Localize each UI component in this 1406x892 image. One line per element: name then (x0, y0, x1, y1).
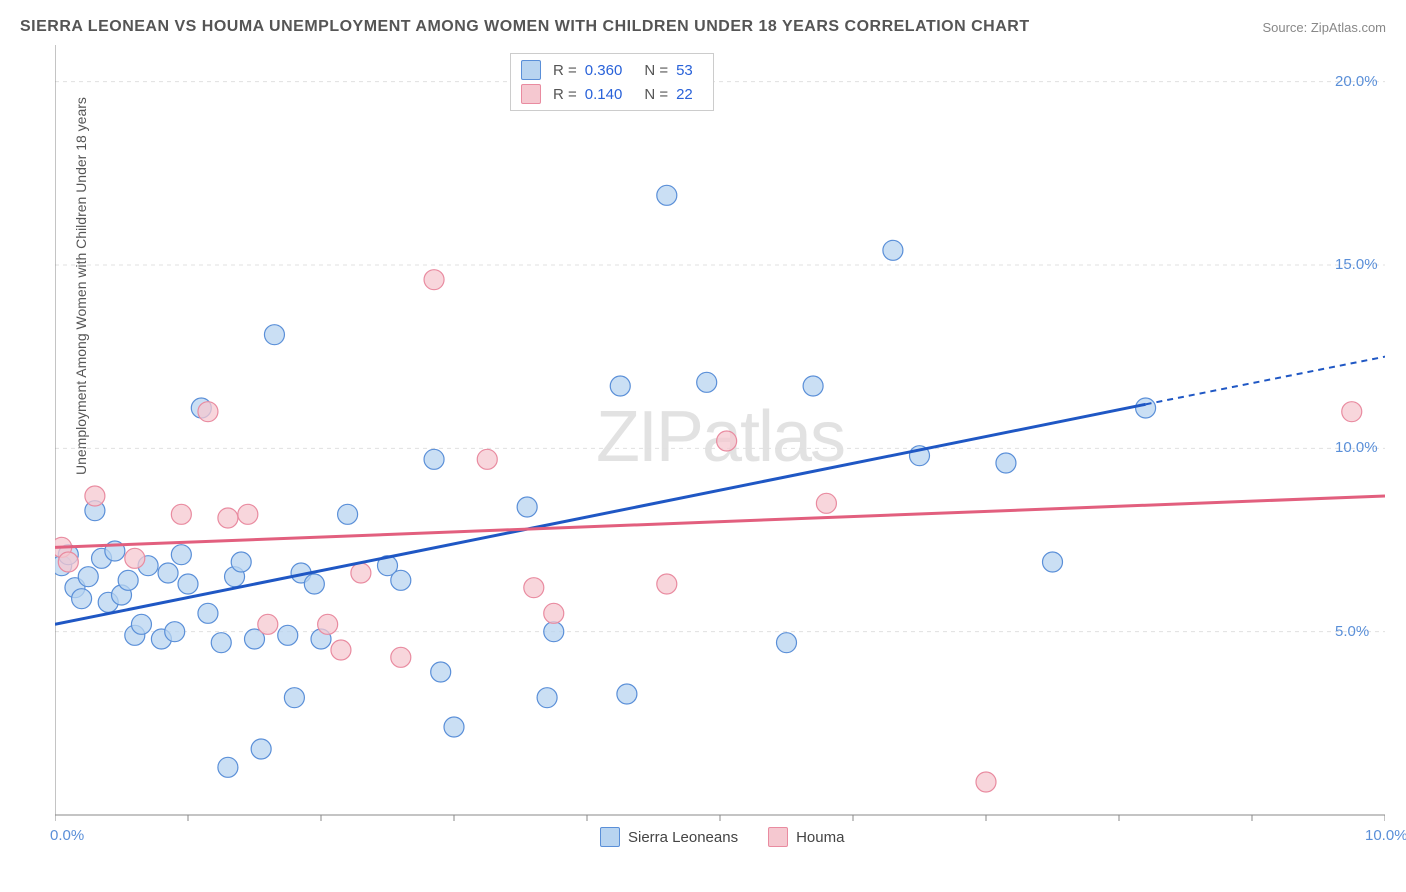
legend-label: Sierra Leoneans (628, 829, 738, 846)
correlation-legend: R = 0.360 N = 53 R = 0.140 N = 22 (510, 53, 714, 111)
y-tick-label: 15.0% (1335, 256, 1378, 273)
source-attribution: Source: ZipAtlas.com (1262, 20, 1386, 35)
legend-item: Sierra Leoneans (600, 827, 738, 847)
x-tick-label: 10.0% (1365, 827, 1406, 844)
legend-row: R = 0.360 N = 53 (521, 58, 703, 82)
y-tick-label: 5.0% (1335, 623, 1369, 640)
legend-swatch (521, 84, 541, 104)
legend-swatch (521, 60, 541, 80)
n-label: N = (644, 86, 668, 103)
legend-swatch (768, 827, 788, 847)
n-label: N = (644, 62, 668, 79)
chart-title: SIERRA LEONEAN VS HOUMA UNEMPLOYMENT AMO… (20, 18, 1030, 36)
r-value: 0.360 (585, 62, 623, 79)
legend-row: R = 0.140 N = 22 (521, 82, 703, 106)
y-tick-label: 20.0% (1335, 73, 1378, 90)
x-tick-label: 0.0% (50, 827, 84, 844)
n-value: 53 (676, 62, 693, 79)
legend-label: Houma (796, 829, 844, 846)
r-label: R = (553, 62, 577, 79)
n-value: 22 (676, 86, 693, 103)
chart-area: Unemployment Among Women with Children U… (55, 45, 1385, 845)
scatter-chart (55, 45, 1385, 845)
r-value: 0.140 (585, 86, 623, 103)
legend-swatch (600, 827, 620, 847)
y-tick-label: 10.0% (1335, 439, 1378, 456)
legend-item: Houma (768, 827, 844, 847)
series-legend: Sierra Leoneans Houma (600, 827, 844, 847)
r-label: R = (553, 86, 577, 103)
